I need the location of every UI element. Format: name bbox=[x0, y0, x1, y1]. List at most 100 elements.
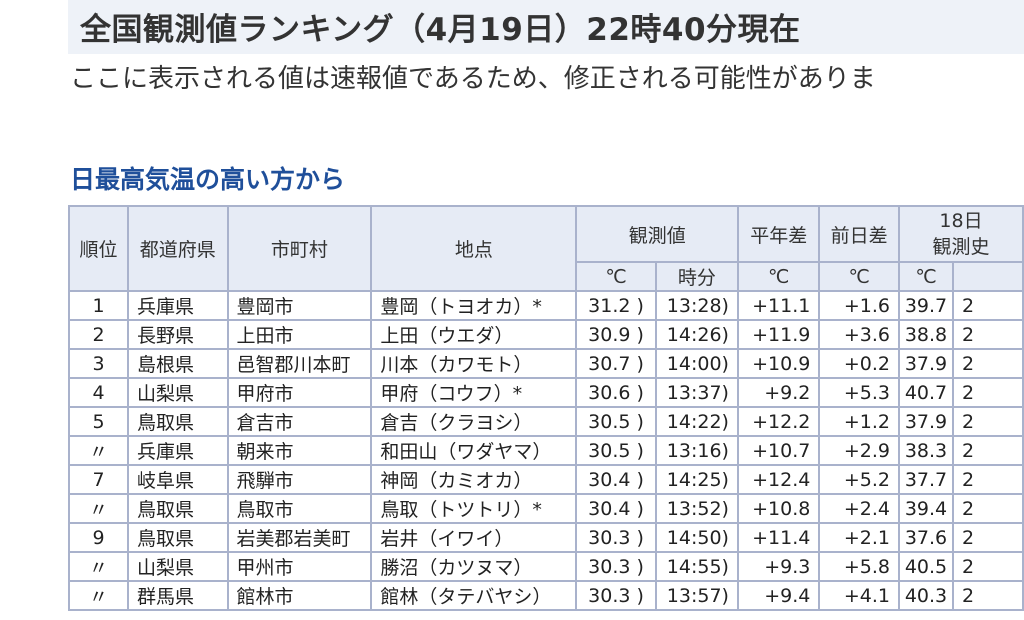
prefecture-cell: 鳥取県 bbox=[127, 493, 229, 524]
rank-cell: 〃 bbox=[67, 580, 130, 611]
prefecture-cell: 鳥取県 bbox=[127, 406, 229, 437]
rank-cell: 9 bbox=[67, 522, 130, 553]
normal-diff-cell: +9.4 bbox=[737, 580, 821, 611]
rank-cell: 4 bbox=[67, 377, 130, 408]
temperature-cell: 30.6 ) bbox=[575, 377, 657, 408]
time-cell: 14:00) bbox=[654, 348, 740, 379]
page-title: 全国観測値ランキング（4月19日）22時40分現在 bbox=[80, 12, 801, 48]
history-extra-cell: 2 bbox=[951, 522, 1024, 553]
rank-cell: 1 bbox=[67, 290, 130, 321]
city-cell: 甲府市 bbox=[226, 377, 373, 408]
temperature-cell: 30.4 ) bbox=[575, 493, 657, 524]
history-value-cell: 40.3 bbox=[898, 580, 954, 611]
time-cell: 13:28) bbox=[654, 290, 740, 321]
normal-diff-cell: +10.7 bbox=[737, 435, 821, 466]
header-history-line1: 18日 bbox=[939, 210, 983, 232]
city-cell: 甲州市 bbox=[226, 551, 373, 582]
city-cell: 豊岡市 bbox=[226, 290, 373, 321]
table-row: 1 兵庫県 豊岡市 豊岡（トヨオカ）* 31.2 ) 13:28) +11.1 +1.6 39.… bbox=[67, 290, 1024, 321]
station-cell: 倉吉（クラヨシ） bbox=[370, 406, 578, 437]
prefecture-cell: 島根県 bbox=[127, 348, 229, 379]
temperature-cell: 30.7 ) bbox=[575, 348, 657, 379]
history-value-cell: 37.9 bbox=[898, 406, 954, 437]
header-observed: 観測値 bbox=[575, 205, 740, 263]
time-cell: 14:26) bbox=[654, 319, 740, 350]
table-row: 9 鳥取県 岩美郡岩美町 岩井（イワイ） 30.3 ) 14:50) +11.4 +2.1 37… bbox=[67, 522, 1024, 553]
time-cell: 14:25) bbox=[654, 464, 740, 495]
prefecture-cell: 鳥取県 bbox=[127, 522, 229, 553]
unit-celsius: ℃ bbox=[575, 261, 657, 292]
normal-diff-cell: +12.2 bbox=[737, 406, 821, 437]
station-cell: 神岡（カミオカ） bbox=[370, 464, 578, 495]
table-row: 4 山梨県 甲府市 甲府（コウフ）* 30.6 ) 13:37) +9.2 +5.3 40.7 2 bbox=[67, 377, 1024, 408]
normal-diff-cell: +11.4 bbox=[737, 522, 821, 553]
city-cell: 飛騨市 bbox=[226, 464, 373, 495]
unit-history-blank bbox=[951, 261, 1024, 292]
table-row: 〃山梨県 甲州市 勝沼（カツヌマ） 30.3 ) 14:55) +9.3 +5.8 40.5 2 bbox=[67, 551, 1024, 582]
city-cell: 館林市 bbox=[226, 580, 373, 611]
normal-diff-cell: +12.4 bbox=[737, 464, 821, 495]
prev-diff-cell: +5.2 bbox=[818, 464, 901, 495]
station-cell: 勝沼（カツヌマ） bbox=[370, 551, 578, 582]
city-cell: 岩美郡岩美町 bbox=[226, 522, 373, 553]
normal-diff-cell: +9.2 bbox=[737, 377, 821, 408]
station-cell: 館林（タテバヤシ） bbox=[370, 580, 578, 611]
city-cell: 鳥取市 bbox=[226, 493, 373, 524]
history-extra-cell: 2 bbox=[951, 493, 1024, 524]
rank-cell: 〃 bbox=[67, 551, 130, 582]
station-cell: 和田山（ワダヤマ） bbox=[370, 435, 578, 466]
prefecture-cell: 長野県 bbox=[127, 319, 229, 350]
unit-normal: ℃ bbox=[737, 261, 821, 292]
station-cell: 岩井（イワイ） bbox=[370, 522, 578, 553]
normal-diff-cell: +10.9 bbox=[737, 348, 821, 379]
prev-diff-cell: +0.2 bbox=[818, 348, 901, 379]
history-value-cell: 40.5 bbox=[898, 551, 954, 582]
unit-prev: ℃ bbox=[818, 261, 901, 292]
city-cell: 上田市 bbox=[226, 319, 373, 350]
history-value-cell: 38.3 bbox=[898, 435, 954, 466]
prev-diff-cell: +5.8 bbox=[818, 551, 901, 582]
history-value-cell: 38.8 bbox=[898, 319, 954, 350]
title-band bbox=[68, 0, 1024, 54]
temperature-cell: 30.9 ) bbox=[575, 319, 657, 350]
station-cell: 川本（カワモト） bbox=[370, 348, 578, 379]
prev-diff-cell: +3.6 bbox=[818, 319, 901, 350]
normal-diff-cell: +11.1 bbox=[737, 290, 821, 321]
station-cell: 甲府（コウフ）* bbox=[370, 377, 578, 408]
history-extra-cell: 2 bbox=[951, 435, 1024, 466]
prefecture-cell: 岐阜県 bbox=[127, 464, 229, 495]
prefecture-cell: 兵庫県 bbox=[127, 435, 229, 466]
prefecture-cell: 山梨県 bbox=[127, 551, 229, 582]
temperature-cell: 30.5 ) bbox=[575, 406, 657, 437]
history-extra-cell: 2 bbox=[951, 551, 1024, 582]
history-extra-cell: 2 bbox=[951, 348, 1024, 379]
prev-diff-cell: +1.6 bbox=[818, 290, 901, 321]
prefecture-cell: 群馬県 bbox=[127, 580, 229, 611]
history-value-cell: 39.4 bbox=[898, 493, 954, 524]
prev-diff-cell: +1.2 bbox=[818, 406, 901, 437]
station-cell: 上田（ウエダ） bbox=[370, 319, 578, 350]
history-extra-cell: 2 bbox=[951, 406, 1024, 437]
table-row: 〃兵庫県 朝来市 和田山（ワダヤマ） 30.5 ) 13:16) +10.7 +2.9 38.… bbox=[67, 435, 1024, 466]
city-cell: 朝来市 bbox=[226, 435, 373, 466]
table-row: 〃群馬県 館林市 館林（タテバヤシ） 30.3 ) 13:57) +9.4 +4.1 40.3… bbox=[67, 580, 1024, 611]
rank-cell: 3 bbox=[67, 348, 130, 379]
prev-diff-cell: +2.4 bbox=[818, 493, 901, 524]
header-history-line2: 観測史 bbox=[932, 236, 990, 258]
history-extra-cell: 2 bbox=[951, 290, 1024, 321]
history-value-cell: 37.9 bbox=[898, 348, 954, 379]
normal-diff-cell: +11.9 bbox=[737, 319, 821, 350]
table-row: 5 鳥取県 倉吉市 倉吉（クラヨシ） 30.5 ) 14:22) +12.2 +1.2 37.9… bbox=[67, 406, 1024, 437]
station-cell: 豊岡（トヨオカ）* bbox=[370, 290, 578, 321]
temperature-cell: 30.5 ) bbox=[575, 435, 657, 466]
header-rank: 順位 bbox=[67, 205, 130, 292]
table-row: 2 長野県 上田市 上田（ウエダ） 30.9 ) 14:26) +11.9 +3.6 38.8 2 bbox=[67, 319, 1024, 350]
rank-cell: 7 bbox=[67, 464, 130, 495]
history-value-cell: 37.6 bbox=[898, 522, 954, 553]
header-city: 市町村 bbox=[226, 205, 373, 292]
time-cell: 13:37) bbox=[654, 377, 740, 408]
table-row: 〃鳥取県 鳥取市 鳥取（トツトリ）* 30.4 ) 13:52) +10.8 +2.4 39.… bbox=[67, 493, 1024, 524]
time-cell: 14:22) bbox=[654, 406, 740, 437]
time-cell: 13:52) bbox=[654, 493, 740, 524]
header-station: 地点 bbox=[370, 205, 578, 292]
